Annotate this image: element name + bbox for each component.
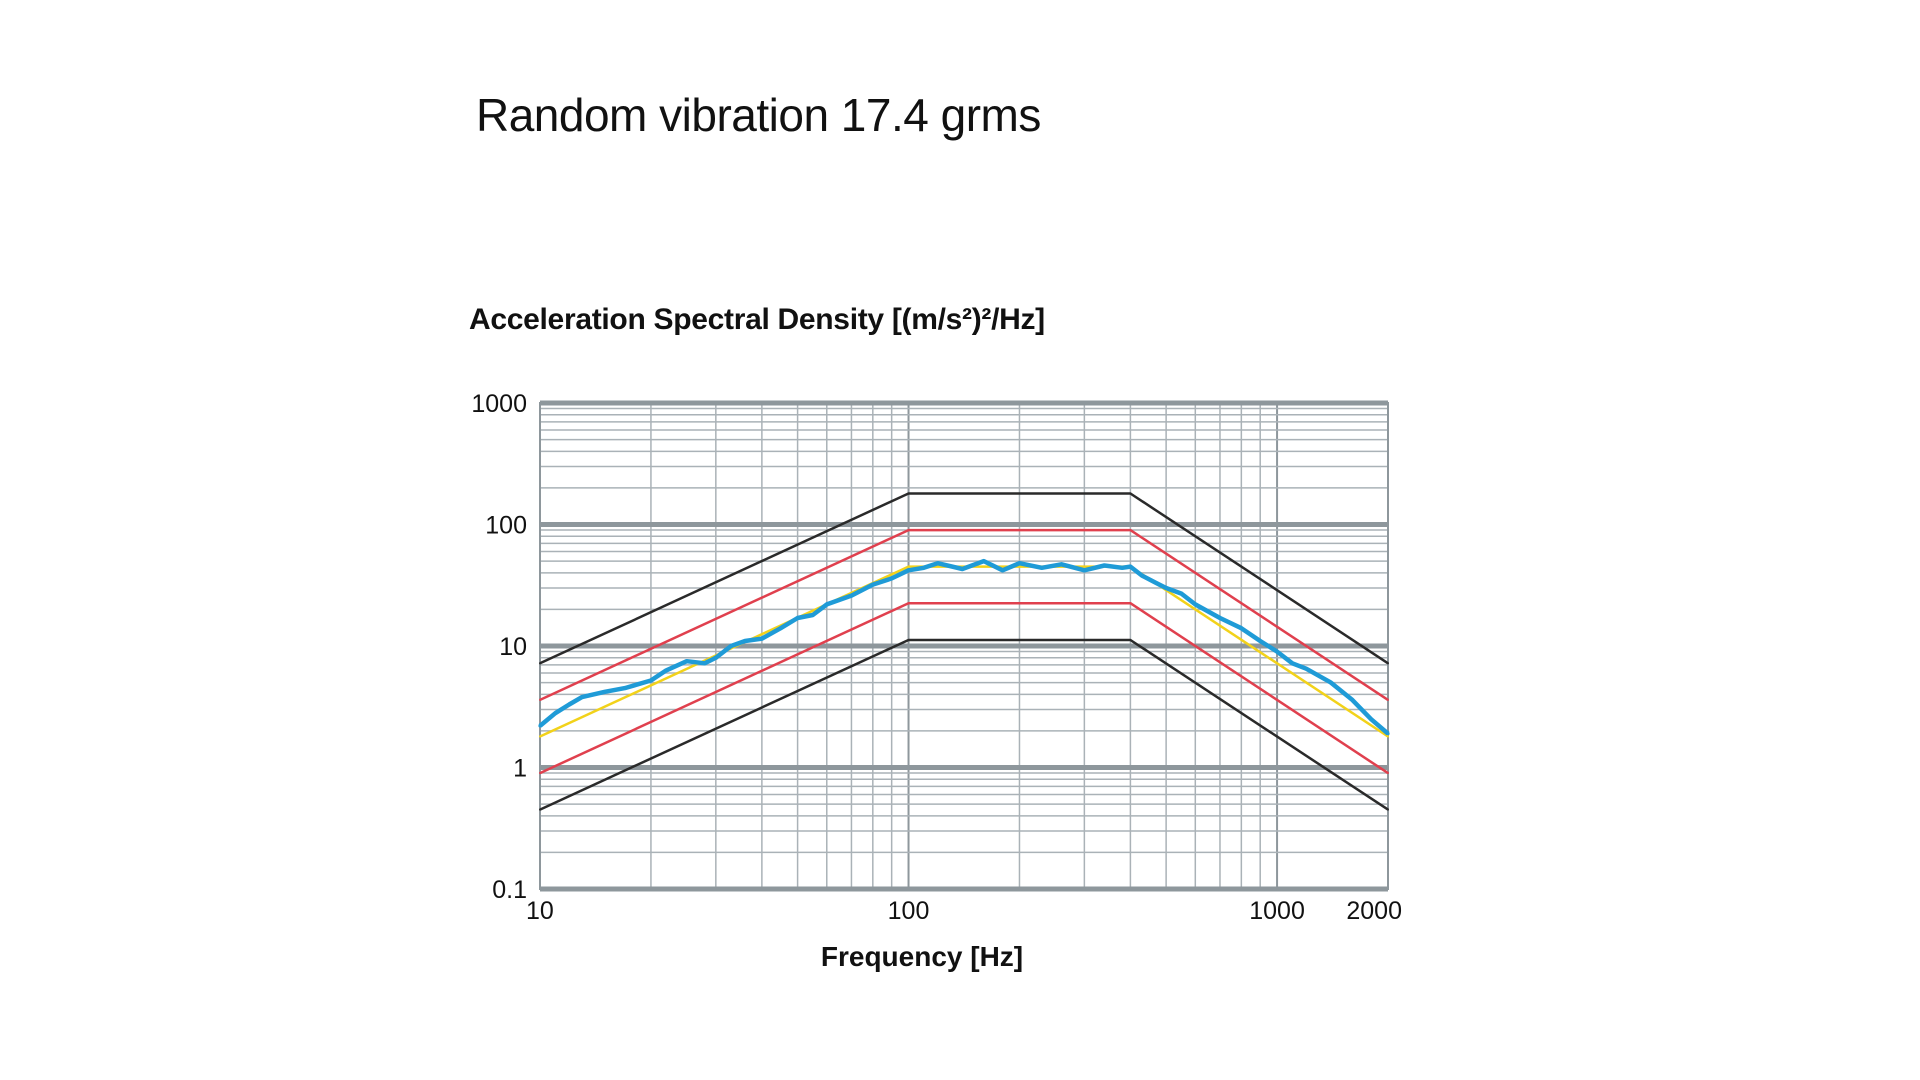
data-point <box>907 492 910 495</box>
data-point <box>703 661 707 665</box>
data-point <box>825 602 829 606</box>
data-point <box>1128 565 1133 569</box>
data-point <box>649 678 653 683</box>
data-point <box>1059 562 1064 566</box>
data-point <box>623 686 627 690</box>
plot-frame <box>539 402 1389 890</box>
data-point <box>1218 616 1222 620</box>
data-point <box>729 644 733 648</box>
data-point <box>922 566 926 570</box>
chart-title: Random vibration 17.4 grms <box>476 89 1041 141</box>
x-tick-label: 2000 <box>1346 897 1402 925</box>
data-point <box>1387 772 1389 775</box>
data-point <box>1369 717 1373 721</box>
data-point <box>907 639 910 642</box>
data-point <box>1275 649 1279 654</box>
x-tick-label: 100 <box>888 897 930 925</box>
data-point <box>1040 566 1044 570</box>
y-tick-label: 10 <box>499 633 527 661</box>
data-point <box>1140 573 1144 578</box>
data-point <box>795 616 800 620</box>
data-point <box>539 662 541 665</box>
data-point <box>1387 735 1389 738</box>
y-tick-label: 1000 <box>471 390 527 418</box>
data-point <box>664 668 668 672</box>
data-point <box>603 690 607 694</box>
tick-labels: 0.1 1 10 100 1000 10 100 1000 2000 <box>471 390 1402 925</box>
data-point <box>1129 602 1132 605</box>
data-point <box>811 613 815 617</box>
data-point <box>1239 626 1243 630</box>
y-tick-label: 1 <box>513 755 527 783</box>
data-point <box>1129 529 1132 532</box>
series-line-1 <box>539 492 1389 665</box>
data-point <box>567 702 571 707</box>
data-point <box>1102 563 1106 568</box>
data-point <box>539 735 541 738</box>
data-point <box>907 602 910 605</box>
y-tick-label: 100 <box>485 512 527 540</box>
data-point <box>539 772 541 775</box>
series-line-2 <box>539 528 1389 702</box>
data-point <box>1387 662 1389 665</box>
series-line-3 <box>539 601 1389 775</box>
y-tick-label: 0.1 <box>492 876 527 904</box>
data-point <box>960 567 964 571</box>
data-point <box>1304 667 1308 671</box>
series-group <box>538 492 1390 811</box>
data-point <box>553 711 557 715</box>
x-tick-label: 10 <box>526 897 554 925</box>
data-point <box>1258 639 1262 643</box>
data-point <box>1082 568 1086 572</box>
data-point <box>685 659 689 663</box>
data-point <box>890 576 894 581</box>
data-point <box>1386 732 1390 736</box>
x-axis-label: Frequency [Hz] <box>820 941 1024 972</box>
data-point <box>1350 698 1354 702</box>
data-point <box>538 724 542 728</box>
data-point <box>1129 492 1132 495</box>
data-point <box>871 583 875 587</box>
data-point <box>539 808 541 811</box>
x-tick-label: 1000 <box>1249 897 1305 925</box>
data-point <box>849 593 854 598</box>
data-point <box>714 656 718 660</box>
data-point <box>779 626 783 630</box>
data-point <box>539 698 541 701</box>
data-point <box>907 529 910 532</box>
data-point <box>760 637 764 641</box>
data-point <box>1329 680 1333 685</box>
data-point <box>1154 581 1158 585</box>
data-point <box>743 639 747 643</box>
data-point <box>982 559 986 563</box>
data-point <box>1193 602 1197 606</box>
data-point <box>1120 566 1124 570</box>
data-point <box>580 695 584 699</box>
data-point <box>1387 808 1389 811</box>
data-point <box>936 561 940 565</box>
data-point <box>906 568 911 572</box>
data-point <box>1017 561 1022 565</box>
data-point <box>907 565 910 568</box>
series-line-4 <box>539 638 1389 811</box>
data-point <box>1387 698 1389 701</box>
y-axis-label: Acceleration Spectral Density [(m/s²)²/H… <box>469 303 1045 336</box>
data-point <box>1179 591 1183 596</box>
grid <box>539 400 1389 892</box>
data-point <box>1164 586 1168 590</box>
data-point <box>1001 568 1005 572</box>
data-point <box>1290 661 1294 665</box>
data-point <box>1129 639 1132 642</box>
